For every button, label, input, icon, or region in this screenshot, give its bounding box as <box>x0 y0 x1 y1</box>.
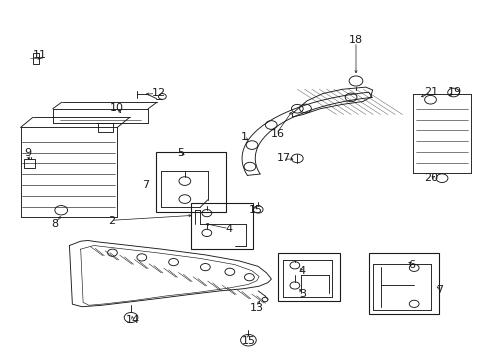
Text: 9: 9 <box>24 148 31 158</box>
Text: 19: 19 <box>447 87 461 97</box>
Bar <box>368 253 438 314</box>
Text: 21: 21 <box>424 87 437 97</box>
Text: 16: 16 <box>270 129 284 139</box>
Text: 15: 15 <box>241 336 255 346</box>
Text: 18: 18 <box>348 35 362 45</box>
Bar <box>190 203 253 249</box>
Bar <box>33 53 39 64</box>
Bar <box>24 159 35 168</box>
Text: 10: 10 <box>109 103 123 113</box>
Text: 17: 17 <box>276 153 290 163</box>
Text: 13: 13 <box>249 303 263 313</box>
Text: 15: 15 <box>248 204 262 215</box>
Text: 4: 4 <box>298 266 305 276</box>
Text: 4: 4 <box>225 224 232 234</box>
Text: 11: 11 <box>33 50 47 60</box>
Text: 20: 20 <box>424 173 437 183</box>
Text: 8: 8 <box>52 219 59 229</box>
Text: 14: 14 <box>126 315 140 325</box>
Bar <box>98 123 112 132</box>
Text: 6: 6 <box>407 260 414 270</box>
Text: 7: 7 <box>436 285 443 295</box>
Text: 12: 12 <box>152 88 165 98</box>
Bar <box>155 152 225 212</box>
Text: 3: 3 <box>298 289 305 299</box>
Text: 1: 1 <box>241 132 247 142</box>
Bar <box>277 253 339 301</box>
Text: 7: 7 <box>142 180 148 190</box>
Text: 2: 2 <box>108 216 115 226</box>
Text: 5: 5 <box>177 148 184 158</box>
